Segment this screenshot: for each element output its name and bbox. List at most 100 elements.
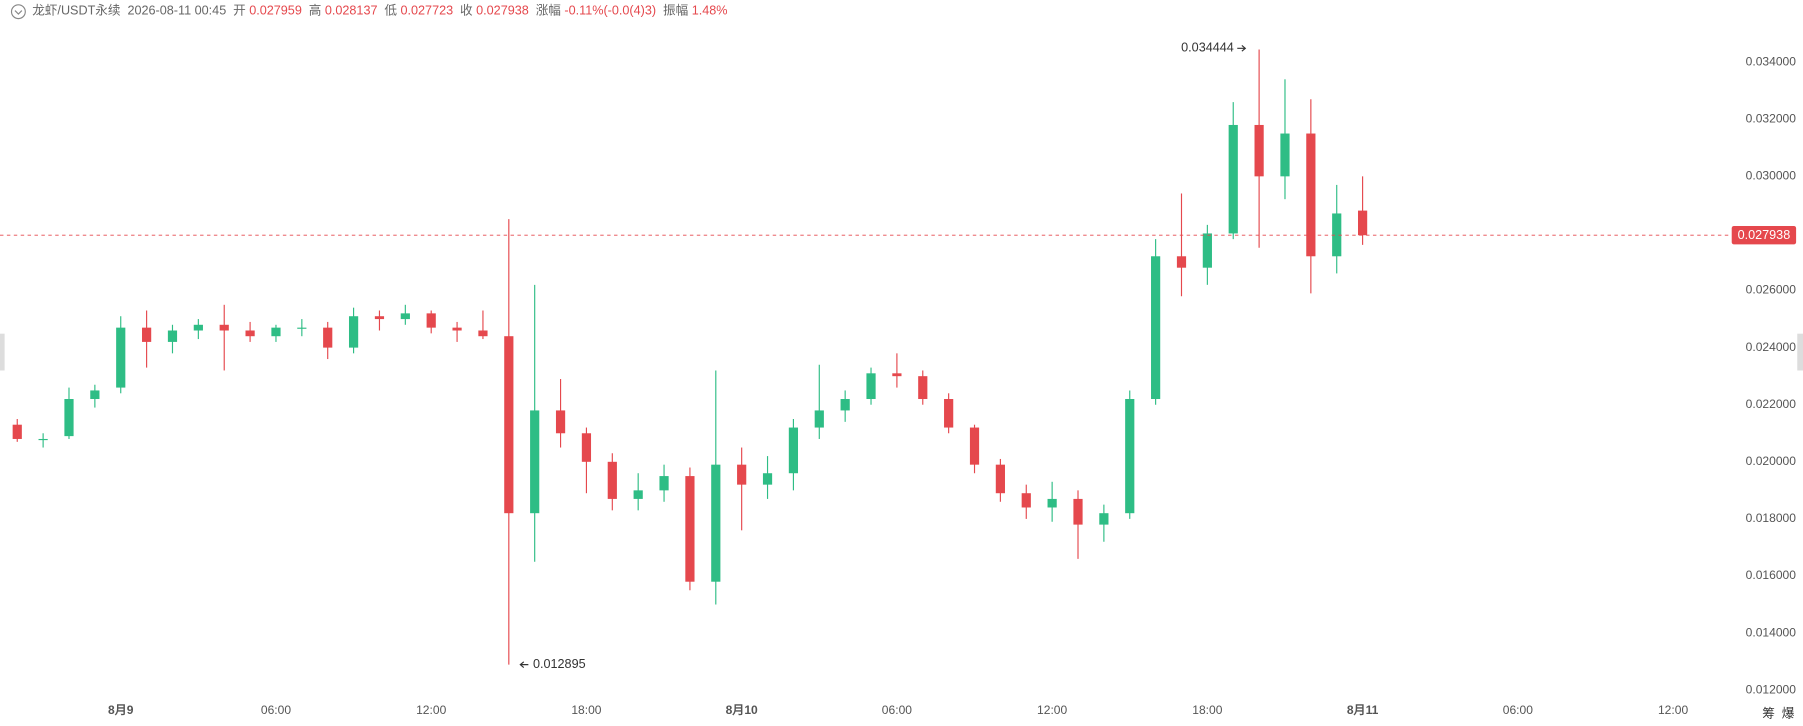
candle-body xyxy=(814,410,824,428)
x-tick-label: 8月10 xyxy=(726,703,758,717)
y-tick-label: 0.030000 xyxy=(1746,169,1797,183)
candle-body xyxy=(245,330,255,337)
x-tick-label: 12:00 xyxy=(1037,703,1067,717)
candle-body xyxy=(90,390,100,400)
candle-body xyxy=(400,313,410,320)
min-arrow xyxy=(519,661,529,668)
candle-body xyxy=(866,373,876,400)
field-value: -0.11%(-0.0(4)3) xyxy=(564,4,656,18)
y-tick-label: 0.022000 xyxy=(1746,397,1797,411)
x-tick-label: 8月9 xyxy=(108,703,134,717)
field-name: 开 xyxy=(233,4,246,18)
last-price-tag xyxy=(1731,226,1797,245)
x-tick-label: 06:00 xyxy=(882,703,912,717)
candle-body xyxy=(1202,233,1212,268)
candle-body xyxy=(297,327,307,329)
candle-body xyxy=(581,433,592,462)
field-value: 0.027723 xyxy=(400,4,453,18)
field-value: 0.028137 xyxy=(325,4,378,18)
candle-body xyxy=(944,399,954,428)
last-price-label: 0.027938 xyxy=(1738,228,1791,242)
candle-body xyxy=(1306,133,1316,257)
header: 龙虾/USDT永续 2026-08-11 00:45 开 0.027959 高 0.028… xyxy=(32,3,727,18)
candle-body xyxy=(142,327,152,342)
candle-body xyxy=(1073,498,1083,525)
candle-body xyxy=(840,399,850,411)
candle-body xyxy=(1021,493,1031,508)
field-name: 高 xyxy=(309,3,322,18)
candle-body xyxy=(426,313,436,328)
y-tick-label: 0.014000 xyxy=(1746,625,1797,639)
candle-body xyxy=(711,464,721,582)
candle-body xyxy=(1280,133,1290,177)
candle-body xyxy=(685,476,695,582)
field-value: 0.027959 xyxy=(249,4,302,18)
x-tick-label: 12:00 xyxy=(1658,703,1688,717)
field-value: 1.48% xyxy=(692,4,728,18)
candle-body xyxy=(219,324,229,331)
candle-body xyxy=(737,464,747,485)
candle-body xyxy=(762,473,773,485)
y-tick-label: 0.024000 xyxy=(1746,340,1797,354)
y-tick-label: 0.018000 xyxy=(1746,511,1797,525)
candle-body xyxy=(193,324,203,331)
x-tick-label: 18:00 xyxy=(1192,703,1222,717)
candle-body xyxy=(323,327,333,348)
candle-body xyxy=(64,399,74,437)
x-tick-label: 18:00 xyxy=(571,703,601,717)
x-tick-label: 12:00 xyxy=(416,703,446,717)
field-name: 低 xyxy=(384,4,397,18)
field-value: 0.027938 xyxy=(476,4,529,18)
toolbar-button[interactable]: 筹 xyxy=(1762,706,1775,721)
symbol: 龙虾/USDT永续 xyxy=(32,4,121,18)
candle-body xyxy=(607,461,617,499)
candle-body xyxy=(1176,256,1187,268)
candle-body xyxy=(1228,124,1238,234)
candle-body xyxy=(969,427,980,465)
candle-body xyxy=(116,327,126,388)
y-tick-label: 0.020000 xyxy=(1746,454,1797,468)
candle-body xyxy=(504,336,514,514)
max-arrow xyxy=(1237,45,1247,52)
candle-body xyxy=(452,327,462,331)
candle-body xyxy=(1151,256,1161,400)
candle-body xyxy=(995,464,1005,494)
y-tick-label: 0.034000 xyxy=(1746,54,1797,68)
field-name: 振幅 xyxy=(663,4,688,18)
y-tick-label: 0.012000 xyxy=(1746,682,1797,696)
toolbar-button[interactable]: 爆 xyxy=(1782,707,1795,721)
candle-body xyxy=(1254,124,1264,177)
candle-body xyxy=(1099,513,1109,525)
time: 2026-08-11 00:45 xyxy=(127,4,226,18)
candle-body xyxy=(478,330,488,337)
y-tick-label: 0.016000 xyxy=(1746,568,1797,582)
candle-body xyxy=(271,327,281,337)
candle-body xyxy=(12,424,22,439)
max-label: 0.034444 xyxy=(1181,41,1234,55)
candle-body xyxy=(530,410,540,514)
candle-body xyxy=(1332,213,1342,257)
right-handle[interactable] xyxy=(1797,333,1803,371)
left-handle[interactable] xyxy=(0,333,5,371)
x-tick-label: 06:00 xyxy=(1503,703,1533,717)
candle-body xyxy=(1357,210,1368,236)
candle-body xyxy=(659,476,669,491)
candle-body xyxy=(38,438,48,441)
field-name: 涨幅 xyxy=(536,4,561,18)
collapse-icon[interactable] xyxy=(10,4,26,20)
y-tick-label: 0.032000 xyxy=(1746,111,1797,125)
collapse-chevron xyxy=(14,10,23,15)
candle-body xyxy=(788,427,799,474)
candle-body xyxy=(555,410,566,434)
candle-body xyxy=(167,330,178,342)
candle-body xyxy=(1125,399,1135,514)
x-tick-label: 06:00 xyxy=(261,703,291,717)
candle-body xyxy=(918,376,928,400)
candle-body xyxy=(374,316,385,320)
candle-body xyxy=(1047,498,1057,508)
min-label: 0.012895 xyxy=(533,657,586,671)
candle-body xyxy=(348,316,359,348)
